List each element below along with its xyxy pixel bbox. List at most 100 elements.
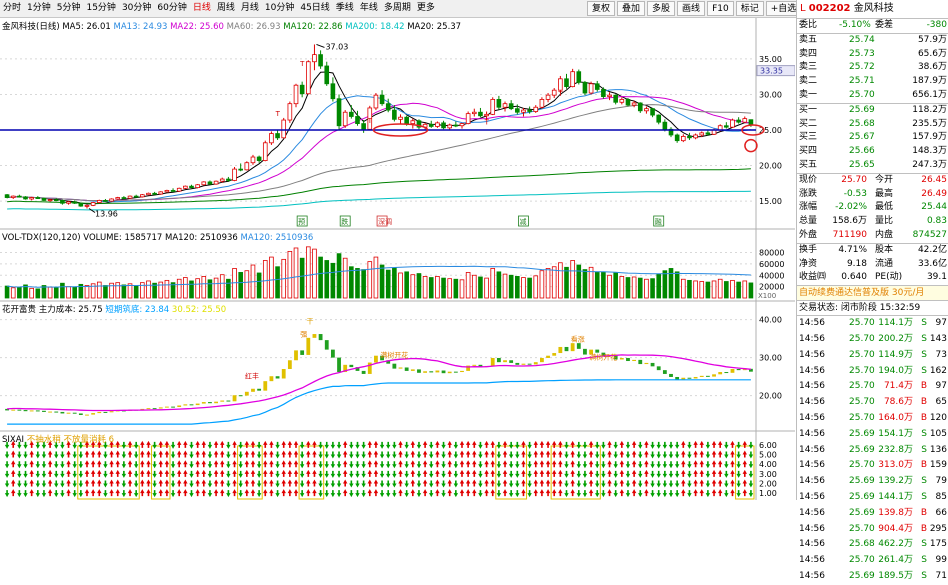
signal-arrow [23,470,28,478]
signal-arrow [84,460,90,468]
signal-arrow [293,479,299,487]
ma-line-60 [7,104,751,202]
period-tab-5[interactable]: 60分钟 [157,3,187,13]
volume-bar [146,280,151,299]
tick-list[interactable]: 14:56 25.70 114.1万 S 97 14:56 25.70 200.2万 S 143 1… [797,315,948,585]
candle-body [244,162,250,171]
signal-arrow [674,480,680,488]
signal-arrow [90,489,96,497]
candle [140,194,145,198]
volume-bar [90,283,96,299]
signal-arrow [527,461,532,469]
indicator-candle [386,360,391,364]
volume-bar [256,272,262,299]
signal-arrow [90,440,96,448]
signal-arrow [330,451,336,459]
period-tab-3[interactable]: 15分钟 [86,3,116,13]
ma-line-200 [7,190,751,211]
candle [398,114,403,124]
candle [72,200,78,204]
period-tab-13[interactable]: 多周期 [383,3,411,13]
tool-button-2[interactable]: 多股 [647,1,676,16]
stat-value: 39.1 [926,272,947,283]
signal-arrow [576,451,581,459]
tick-volume: 139.8万 [878,507,913,518]
signal-arrow [207,470,213,478]
signal-arrow [201,479,206,487]
volume-bar [674,271,680,299]
signal-arrow [127,469,133,477]
stock-code: 002202 [808,3,851,14]
candle [226,176,231,182]
signal-arrow [269,460,274,468]
kline-chart[interactable]: 35.00 30.00 25.00 20.00 15.00 33.35 37.03 13.96… [0,18,795,500]
signal-arrow [730,440,735,448]
period-tab-12[interactable]: 年线 [359,3,378,13]
tool-button-1[interactable]: 叠加 [617,1,646,16]
indicator-candle [392,363,397,369]
volume-axis-label: 80000 [759,249,784,258]
signal-arrow [244,489,250,497]
signal-arrow [11,479,16,487]
candle-body [637,102,643,112]
period-tab-11[interactable]: 季线 [335,3,354,13]
ma-line-120 [7,168,751,204]
signal-arrow [545,479,551,487]
period-tab-4[interactable]: 30分钟 [121,3,152,13]
stat-value: -0.53 [843,188,867,199]
period-tab-2[interactable]: 5分钟 [56,3,81,13]
signal-arrow [312,469,317,477]
period-tab-10[interactable]: 45日线 [300,3,330,13]
signal-arrow [78,470,84,478]
signal-arrow [41,490,47,498]
signal-arrow [269,479,274,487]
tool-button-4[interactable]: F10 [707,1,734,16]
candle-body [361,123,366,130]
period-tab-1[interactable]: 1分钟 [27,3,51,13]
promo-banner[interactable]: 自动续费通达信普及版 30元/月 [797,285,948,301]
signal-arrow [349,490,354,498]
period-tab-7[interactable]: 周线 [216,3,235,13]
signal-arrow [441,490,446,498]
signal-arrow [668,490,674,498]
signal-arrow [287,460,293,468]
signal-arrow [748,461,754,469]
signal-arrow [502,469,508,477]
tool-button-0[interactable]: 复权 [587,1,616,16]
period-tab-8[interactable]: 月线 [240,3,259,13]
candle-body [588,83,594,94]
tick-direction: B [920,523,927,534]
period-tab-6[interactable]: 日线 [192,3,211,13]
signal-arrow [54,480,59,488]
indicator-candle [23,410,28,412]
indicator-candle [29,410,34,412]
signal-arrow [29,440,34,448]
signal-arrow [183,450,188,458]
signal-arrow [29,450,34,458]
signal-arrow [711,450,717,458]
sell-volume: 38.6万 [917,62,947,73]
volume-bar [515,275,520,299]
signal-arrow [140,450,145,458]
period-tab-9[interactable]: 10分钟 [264,3,295,13]
signal-arrow [631,469,637,477]
signal-arrow [207,451,213,459]
signal-arrow [742,489,747,497]
stat-label: 流通 [875,258,894,269]
signal-arrow [367,450,372,458]
volume-bar [183,277,188,299]
signal-arrow [478,451,483,459]
candle [195,184,200,189]
tick-time: 14:56 [799,507,825,518]
signal-arrow [398,489,403,497]
signal-arrow [619,450,625,458]
period-tab-0[interactable]: 分时 [3,3,22,13]
indicator-candles [5,334,753,416]
volume-bar [422,275,428,299]
signal-arrow [742,450,747,458]
tool-button-3[interactable]: 画线 [677,1,706,16]
tool-button-5[interactable]: 标记 [735,1,764,16]
tick-row: 14:56 25.70 78.6万 B 65 [797,395,948,411]
period-tab-14[interactable]: 更多 [416,3,435,13]
signal-arrow [299,461,305,469]
